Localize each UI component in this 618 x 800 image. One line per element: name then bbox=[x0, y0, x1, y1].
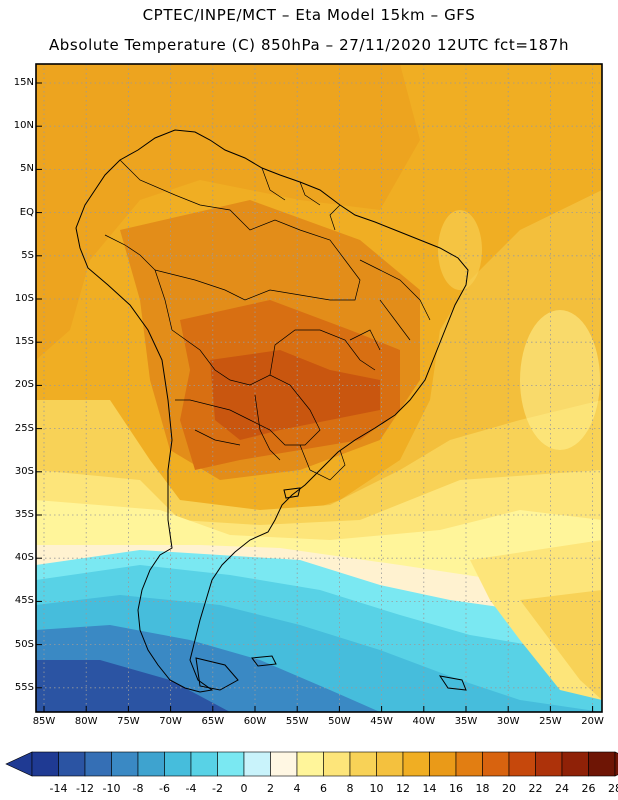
colorbar-label: 16 bbox=[449, 782, 463, 795]
colorbar-label: -8 bbox=[132, 782, 144, 795]
colorbar-swatch bbox=[429, 751, 457, 777]
lat-label: 15N bbox=[13, 77, 34, 88]
colorbar-swatch bbox=[535, 751, 563, 777]
colorbar-label: 4 bbox=[293, 782, 301, 795]
colorbar-swatch bbox=[84, 751, 112, 777]
colorbar-label: -14 bbox=[49, 782, 68, 795]
lon-label: 75W bbox=[117, 716, 140, 727]
lon-label: 80W bbox=[74, 716, 98, 727]
lat-label: 15S bbox=[14, 336, 34, 348]
lon-label: 40W bbox=[412, 716, 436, 727]
colorbar-label: -12 bbox=[76, 782, 94, 795]
colorbar-label: 2 bbox=[267, 782, 274, 795]
colorbar-swatch bbox=[376, 751, 404, 777]
lon-label: 45W bbox=[370, 716, 393, 727]
lat-label: 10N bbox=[13, 120, 34, 132]
colorbar-label: -2 bbox=[212, 782, 223, 795]
colorbar-swatch bbox=[482, 751, 510, 777]
colorbar-label: 20 bbox=[502, 782, 516, 795]
colorbar-label: 28 bbox=[608, 782, 618, 795]
colorbar-label: 0 bbox=[240, 782, 248, 795]
lat-label: 10S bbox=[14, 293, 34, 304]
colorbar-label: -6 bbox=[159, 782, 170, 795]
lon-label: 60W bbox=[243, 716, 267, 727]
colorbar-swatch bbox=[455, 751, 483, 777]
colorbar-label: 18 bbox=[475, 782, 490, 795]
lat-label: 5S bbox=[21, 249, 34, 261]
lat-label: 35S bbox=[14, 509, 34, 520]
lat-label: 30S bbox=[14, 465, 34, 477]
lat-label: 45S bbox=[14, 595, 34, 607]
colorbar-swatch bbox=[31, 751, 59, 777]
colorbar-swatch bbox=[588, 751, 616, 777]
lon-label: 65W bbox=[201, 716, 225, 727]
colorbar-swatch bbox=[190, 751, 218, 777]
country-borders bbox=[104, 159, 431, 481]
colorbar-label: 22 bbox=[528, 782, 543, 795]
colorbar-label: 14 bbox=[422, 782, 437, 795]
lon-label: 20W bbox=[581, 716, 604, 727]
colorbar-right-arrow bbox=[614, 751, 618, 777]
temperature-field bbox=[36, 64, 602, 712]
lon-label: 70W bbox=[159, 716, 182, 727]
lat-label: 20S bbox=[14, 379, 34, 391]
colorbar-label: 26 bbox=[581, 782, 596, 795]
colorbar-swatch bbox=[217, 751, 245, 777]
colorbar-swatch bbox=[508, 751, 536, 777]
coastlines bbox=[75, 129, 469, 693]
colorbar-left-arrow bbox=[5, 751, 33, 777]
lat-label: 50S bbox=[14, 638, 34, 650]
lat-label: 5N bbox=[20, 163, 34, 175]
lon-label: 35W bbox=[454, 716, 478, 727]
colorbar-swatch bbox=[349, 751, 377, 777]
colorbar-swatch bbox=[323, 751, 351, 777]
lon-label: 25W bbox=[539, 716, 562, 727]
colorbar-swatch bbox=[561, 751, 589, 777]
colorbar-label: 24 bbox=[555, 782, 569, 795]
colorbar-label: 10 bbox=[369, 782, 384, 795]
colorbar-swatch bbox=[111, 751, 139, 777]
colorbar-label: 8 bbox=[346, 782, 354, 795]
lat-label: 55S bbox=[14, 681, 34, 693]
colorbar-swatch bbox=[296, 751, 324, 777]
colorbar-swatch bbox=[58, 751, 86, 777]
lon-label: 55W bbox=[285, 716, 309, 727]
colorbar-swatch bbox=[402, 751, 430, 777]
lat-label: EQ bbox=[19, 206, 34, 218]
colorbar-label: -10 bbox=[102, 782, 121, 795]
lon-label: 50W bbox=[328, 716, 351, 727]
colorbar-swatch bbox=[270, 751, 298, 777]
colorbar-label: -4 bbox=[185, 782, 197, 795]
colorbar-swatch bbox=[243, 751, 271, 777]
lon-label: 85W bbox=[32, 716, 56, 727]
colorbar-swatch bbox=[137, 751, 165, 777]
lat-lon-grid bbox=[36, 64, 602, 712]
colorbar-label: 6 bbox=[320, 782, 327, 795]
map-frame bbox=[35, 63, 603, 713]
lat-label: 40S bbox=[14, 552, 34, 564]
colorbar-label: 12 bbox=[396, 782, 410, 795]
lon-label: 30W bbox=[496, 716, 520, 727]
colorbar-swatch bbox=[164, 751, 192, 777]
map-title: CPTEC/INPE/MCT – Eta Model 15km – GFS bbox=[142, 6, 476, 24]
lat-label: 25S bbox=[14, 422, 34, 434]
map-subtitle: Absolute Temperature (C) 850hPa – 27/11/… bbox=[48, 36, 570, 54]
